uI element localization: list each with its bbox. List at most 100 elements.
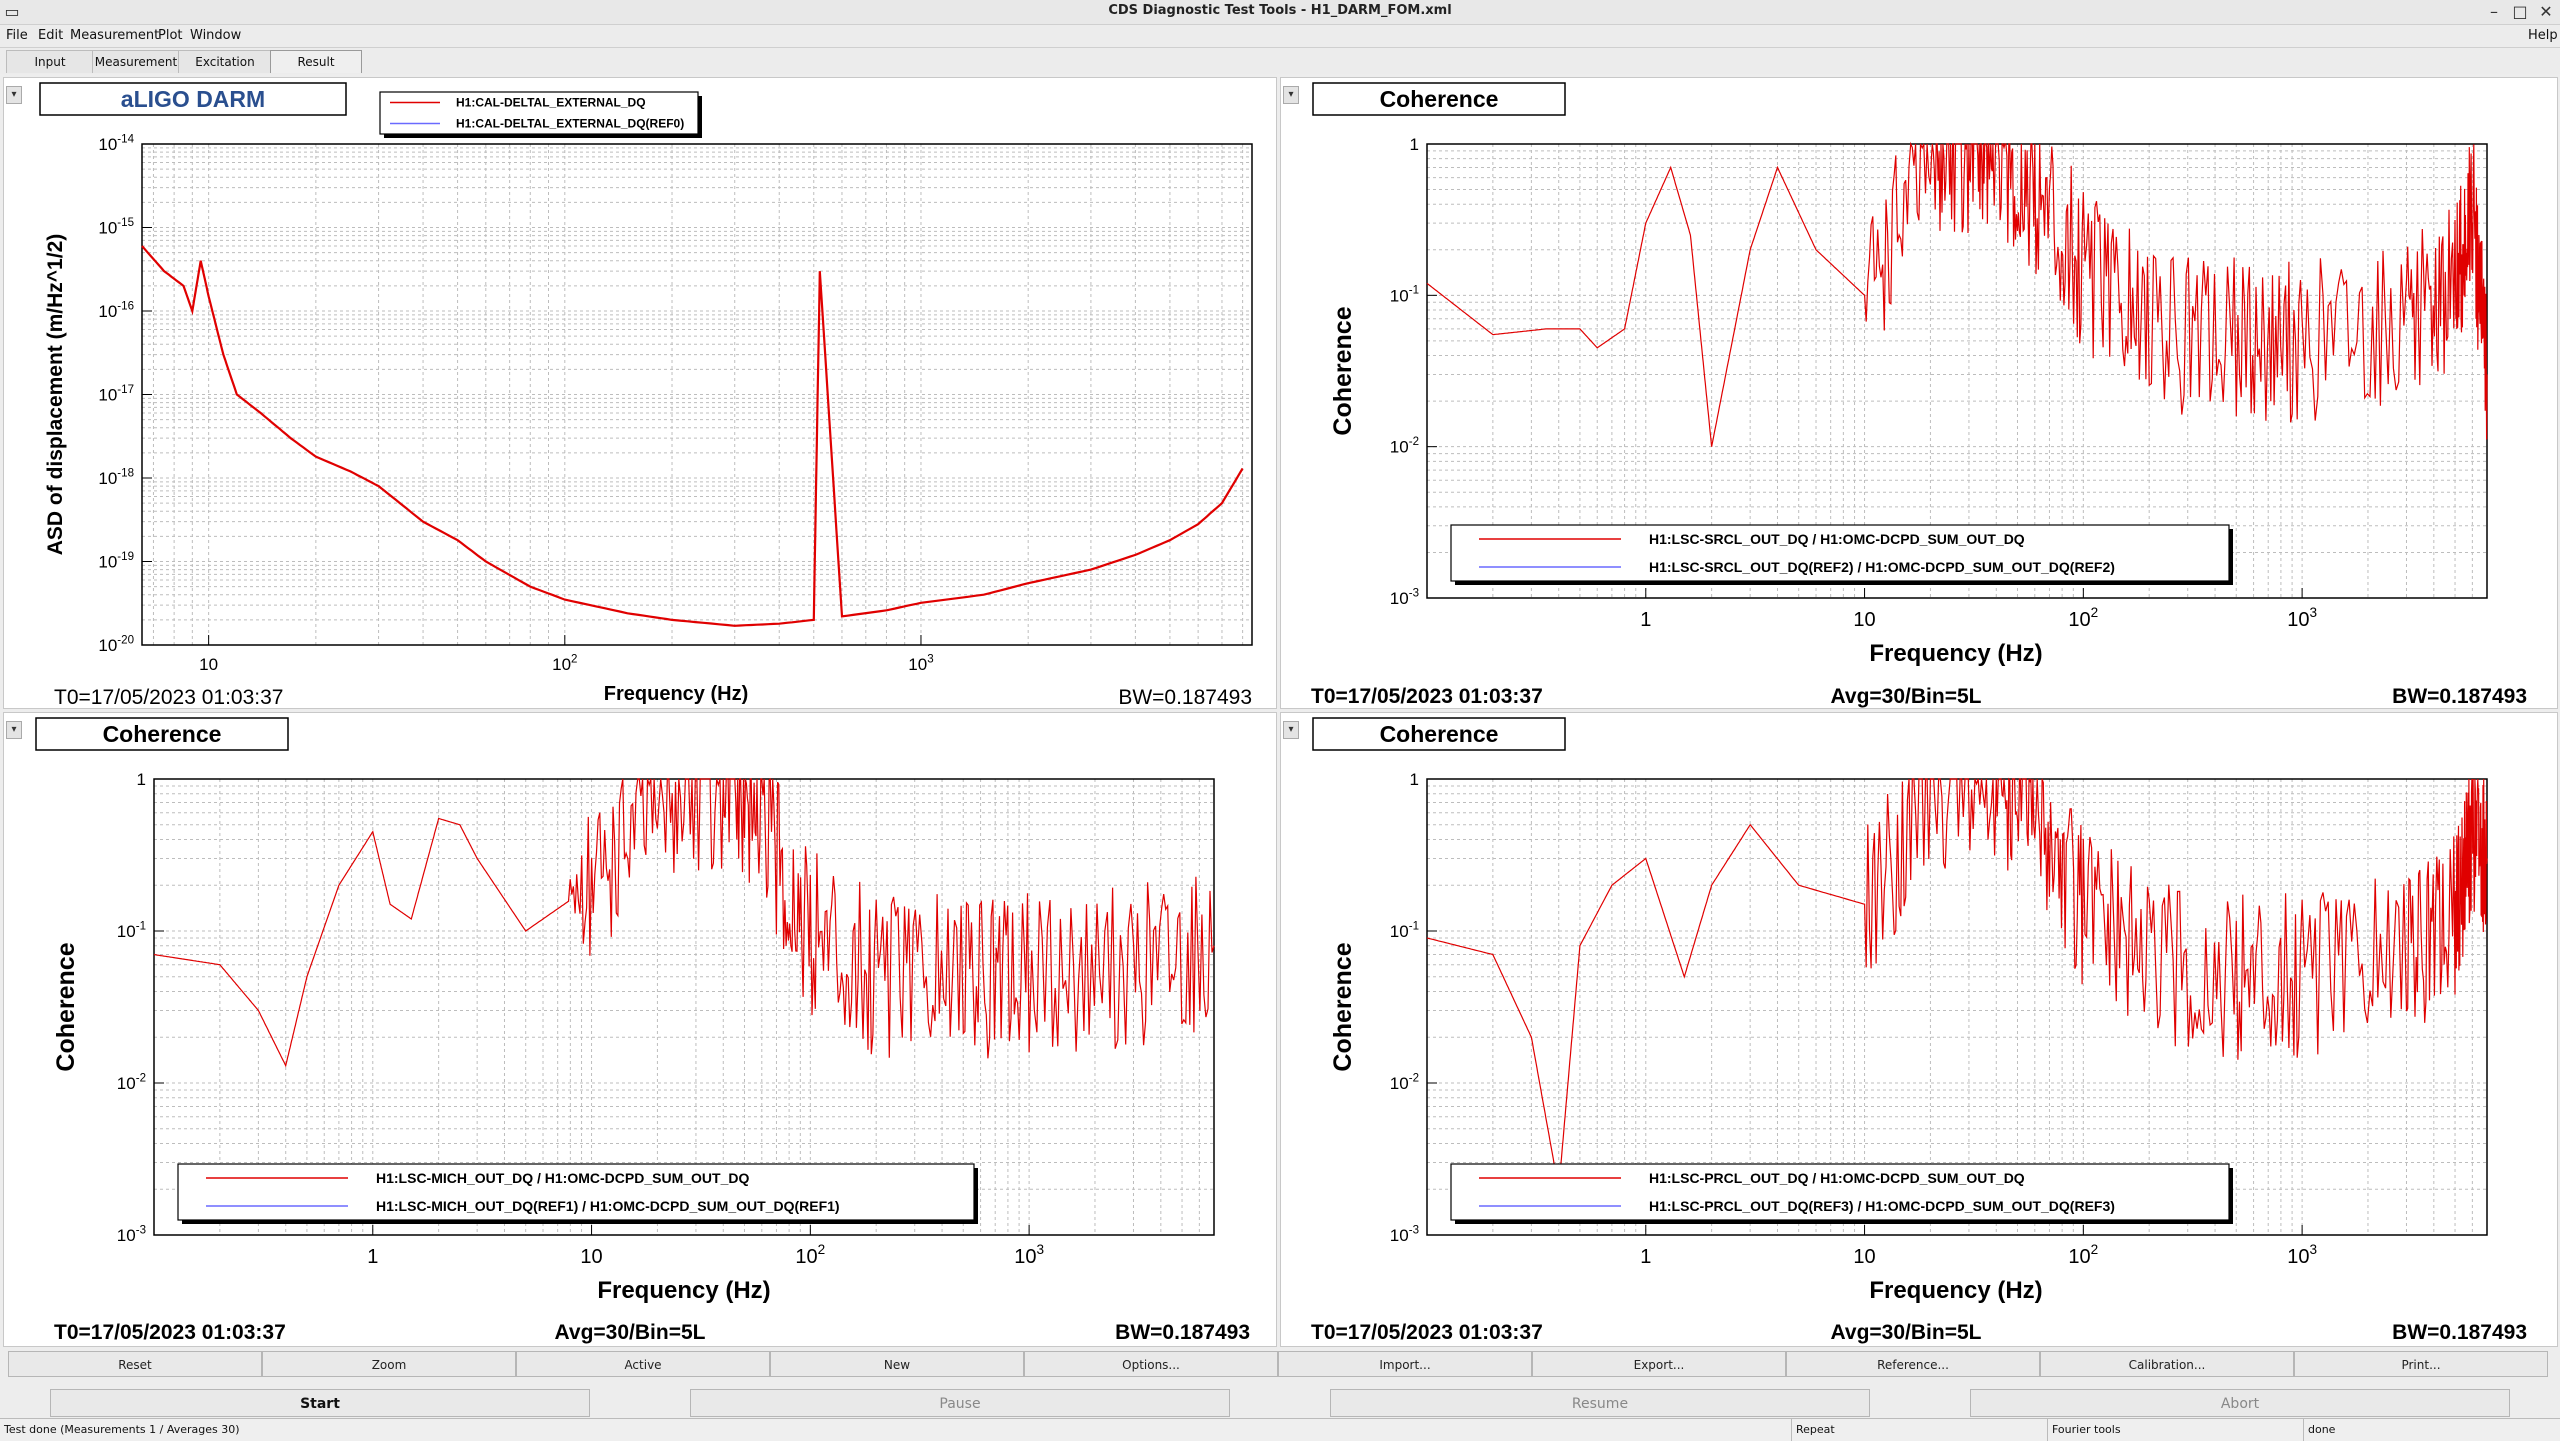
legend-entry: H1:CAL-DELTAL_EXTERNAL_DQ(REF0): [456, 117, 684, 131]
reference-button[interactable]: Reference...: [1786, 1351, 2040, 1377]
export-button[interactable]: Export...: [1532, 1351, 1786, 1377]
y-axis-label: Coherence: [52, 942, 80, 1071]
plot-title: Coherence: [1380, 721, 1499, 747]
tab-measurement[interactable]: Measurement: [92, 50, 180, 73]
footer-bw: BW=0.187493: [2392, 1321, 2527, 1344]
y-tick-label: 10-18: [98, 467, 134, 488]
legend-entry: H1:LSC-MICH_OUT_DQ / H1:OMC-DCPD_SUM_OUT…: [376, 1170, 749, 1186]
srcl-coherence-chart: Coherence 1 10-1 10-2 10-3 1 10 102 103 Coherence…: [1311, 82, 2527, 708]
y-tick-label: 10-14: [98, 133, 134, 154]
menu-plot[interactable]: Plot: [158, 28, 183, 43]
x-tick-label: 103: [2287, 605, 2317, 631]
calibration-button[interactable]: Calibration...: [2040, 1351, 2294, 1377]
y-tick-label: 10-1: [1390, 285, 1419, 306]
x-axis-label: Frequency (Hz): [604, 683, 748, 705]
x-axis-label: Frequency (Hz): [1869, 1277, 2042, 1304]
x-tick-label: 10: [580, 1246, 602, 1268]
plot-panel-mich-coherence[interactable]: ▾ Coherence 1 10-1 10-2 10-3 1 10 102 103 Coheren…: [3, 712, 1277, 1347]
start-button[interactable]: Start: [50, 1389, 590, 1417]
y-tick-label: 10-1: [1390, 920, 1419, 941]
menu-window[interactable]: Window: [190, 28, 242, 43]
plot-panel-darm[interactable]: ▾ aLIGO DARM 10-14 10-15 10-16 10-17 10-18 10-…: [3, 77, 1277, 709]
y-tick-label: 10-2: [1390, 436, 1419, 457]
plot-frame: [153, 778, 1215, 1236]
series-line-0: [153, 777, 1215, 1068]
prcl-coherence-chart: Coherence 1 10-1 10-2 10-3 1 10 102 103 Coherence…: [1311, 717, 2527, 1344]
panel-option-button[interactable]: ▾: [6, 86, 22, 104]
abort-button[interactable]: Abort: [1970, 1389, 2510, 1417]
minimize-icon[interactable]: –: [2490, 2, 2498, 21]
footer-t0: T0=17/05/2023 01:03:37: [1311, 685, 1543, 708]
plot-title-box: [1312, 717, 1566, 751]
legend-entry: H1:LSC-SRCL_OUT_DQ / H1:OMC-DCPD_SUM_OUT…: [1649, 531, 2025, 547]
series-line-0: [1426, 141, 2488, 447]
x-tick-label: 102: [552, 653, 577, 674]
plot-button-row: Reset Zoom Active New Options... Import.…: [8, 1351, 2556, 1377]
x-tick-label: 10: [199, 655, 218, 674]
footer-avg: Avg=30/Bin=5L: [1831, 1321, 1982, 1344]
x-tick-label: 10: [1853, 1246, 1875, 1268]
y-axis-label: ASD of displacement (m/Hz^1/2): [44, 234, 67, 556]
footer-t0: T0=17/05/2023 01:03:37: [54, 686, 283, 708]
status-state: done: [2308, 1423, 2336, 1436]
y-tick-label: 10-2: [1390, 1072, 1419, 1093]
close-icon[interactable]: ✕: [2539, 2, 2553, 21]
maximize-icon[interactable]: □: [2512, 2, 2528, 21]
active-button[interactable]: Active: [516, 1351, 770, 1377]
y-tick-label: 10-16: [98, 300, 134, 321]
window-title: CDS Diagnostic Test Tools - H1_DARM_FOM.…: [1108, 3, 1452, 18]
plot-legend: H1:CAL-DELTAL_EXTERNAL_DQ H1:CAL-DELTAL_E…: [379, 91, 702, 138]
tab-result[interactable]: Result: [270, 50, 362, 73]
plot-grid: [142, 143, 1252, 646]
plot-panel-srcl-coherence[interactable]: ▾ Coherence 1 10-1 10-2 10-3 1 10 102 103 Coheren…: [1280, 77, 2558, 709]
plot-legend: H1:LSC-MICH_OUT_DQ / H1:OMC-DCPD_SUM_OUT…: [177, 1163, 978, 1224]
menu-file[interactable]: File: [6, 28, 28, 43]
window-menu-icon[interactable]: ▭: [4, 2, 20, 21]
panel-option-button[interactable]: ▾: [1283, 721, 1299, 739]
panel-option-button[interactable]: ▾: [1283, 86, 1299, 104]
series-line-0: [1426, 777, 2488, 1190]
status-bar: Test done (Measurements 1 / Averages 30)…: [0, 1418, 2560, 1441]
tab-input[interactable]: Input: [6, 50, 94, 73]
footer-bw: BW=0.187493: [2392, 685, 2527, 708]
plot-legend: H1:LSC-SRCL_OUT_DQ / H1:OMC-DCPD_SUM_OUT…: [1450, 524, 2233, 585]
plot-title: aLIGO DARM: [121, 86, 265, 112]
plot-title: Coherence: [103, 721, 222, 747]
x-tick-label: 103: [2287, 1242, 2317, 1268]
zoom-button[interactable]: Zoom: [262, 1351, 516, 1377]
reset-button[interactable]: Reset: [8, 1351, 262, 1377]
menu-measurement[interactable]: Measurement: [70, 28, 160, 43]
x-tick-label: 102: [795, 1242, 825, 1268]
y-tick-label: 1: [1410, 770, 1419, 789]
x-tick-label: 102: [2068, 605, 2098, 631]
y-tick-label: 10-3: [1390, 587, 1419, 608]
y-tick-label: 10-15: [98, 217, 134, 238]
y-tick-label: 10-19: [98, 551, 134, 572]
y-axis-label: Coherence: [1329, 306, 1357, 435]
y-tick-label: 10-17: [98, 384, 134, 405]
pause-button[interactable]: Pause: [690, 1389, 1230, 1417]
import-button[interactable]: Import...: [1278, 1351, 1532, 1377]
panel-option-button[interactable]: ▾: [6, 721, 22, 739]
menu-edit[interactable]: Edit: [38, 28, 64, 43]
options-button[interactable]: Options...: [1024, 1351, 1278, 1377]
x-axis-label: Frequency (Hz): [597, 1277, 770, 1304]
y-tick-label: 10-20: [98, 634, 134, 655]
y-tick-label: 10-2: [117, 1072, 146, 1093]
x-tick-label: 10: [1853, 609, 1875, 631]
menu-help[interactable]: Help: [2528, 28, 2558, 43]
footer-t0: T0=17/05/2023 01:03:37: [1311, 1321, 1543, 1344]
y-tick-label: 10-3: [1390, 1224, 1419, 1245]
window-titlebar: ▭ CDS Diagnostic Test Tools - H1_DARM_FO…: [0, 0, 2560, 25]
plot-grid: [1426, 778, 2488, 1236]
x-tick-label: 103: [908, 653, 933, 674]
resume-button[interactable]: Resume: [1330, 1389, 1870, 1417]
tab-excitation[interactable]: Excitation: [178, 50, 272, 73]
control-button-row: Start Pause Resume Abort: [0, 1389, 2560, 1417]
plot-panel-prcl-coherence[interactable]: ▾ Coherence 1 10-1 10-2 10-3 1 10 102 103 Coheren…: [1280, 712, 2558, 1347]
status-message: Test done (Measurements 1 / Averages 30): [0, 1419, 1792, 1441]
series-line-0: [141, 245, 1244, 627]
print-button[interactable]: Print...: [2294, 1351, 2548, 1377]
new-button[interactable]: New: [770, 1351, 1024, 1377]
tab-bar: Input Measurement Excitation Result: [0, 48, 2560, 74]
